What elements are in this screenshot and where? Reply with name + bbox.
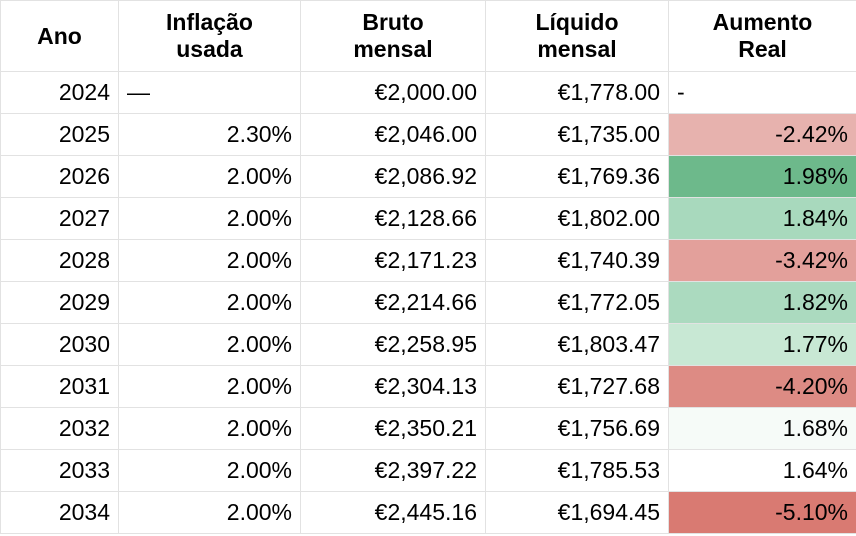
header-cell: Aumento Real <box>668 0 856 72</box>
table-cell: €2,128.66 <box>300 197 486 240</box>
table-cell: €2,304.13 <box>300 365 486 408</box>
table-cell: 1.98% <box>668 155 856 198</box>
table-row: 2031 2.00% €2,304.13 €1,727.68 -4.20% <box>0 365 856 408</box>
table-row: 2029 2.00% €2,214.66 €1,772.05 1.82% <box>0 281 856 324</box>
header-cell: Inflação usada <box>118 0 301 72</box>
table-cell: 2033 <box>0 449 119 492</box>
table-row: 2033 2.00% €2,397.22 €1,785.53 1.64% <box>0 449 856 492</box>
table-cell: €1,772.05 <box>485 281 669 324</box>
table-row: 2032 2.00% €2,350.21 €1,756.69 1.68% <box>0 407 856 450</box>
table-row: 2034 2.00% €2,445.16 €1,694.45 -5.10% <box>0 491 856 534</box>
table-cell: €1,735.00 <box>485 113 669 156</box>
table-cell: 2028 <box>0 239 119 282</box>
header-row: Ano Inflação usada Bruto mensal Líquido men… <box>0 0 856 72</box>
table-cell: €1,769.36 <box>485 155 669 198</box>
header-cell: Ano <box>0 0 119 72</box>
table-cell: €1,694.45 <box>485 491 669 534</box>
table-row: 2028 2.00% €2,171.23 €1,740.39 -3.42% <box>0 239 856 282</box>
table-row: 2027 2.00% €2,128.66 €1,802.00 1.84% <box>0 197 856 240</box>
table-cell: 2030 <box>0 323 119 366</box>
table-row: 2025 2.30% €2,046.00 €1,735.00 -2.42% <box>0 113 856 156</box>
table-cell: 2032 <box>0 407 119 450</box>
table-cell: €1,740.39 <box>485 239 669 282</box>
table-cell: €2,350.21 <box>300 407 486 450</box>
table-cell: €1,778.00 <box>485 71 669 114</box>
table-cell: -2.42% <box>668 113 856 156</box>
table-cell: 1.77% <box>668 323 856 366</box>
table-cell: 1.84% <box>668 197 856 240</box>
table-row: 2030 2.00% €2,258.95 €1,803.47 1.77% <box>0 323 856 366</box>
table-cell: €2,258.95 <box>300 323 486 366</box>
table-cell: -4.20% <box>668 365 856 408</box>
table-cell: -3.42% <box>668 239 856 282</box>
table-cell: 2.00% <box>118 155 301 198</box>
table-cell: €2,000.00 <box>300 71 486 114</box>
header-cell: Líquido mensal <box>485 0 669 72</box>
table-cell: 1.82% <box>668 281 856 324</box>
table-row: 2024— €2,000.00 €1,778.00- <box>0 71 856 114</box>
table-cell: €2,171.23 <box>300 239 486 282</box>
table-row: 2026 2.00% €2,086.92 €1,769.36 1.98% <box>0 155 856 198</box>
table-cell: 2.00% <box>118 449 301 492</box>
table-cell: €2,214.66 <box>300 281 486 324</box>
table-cell: €1,803.47 <box>485 323 669 366</box>
table-cell: -5.10% <box>668 491 856 534</box>
table-cell: €1,802.00 <box>485 197 669 240</box>
table-cell: €2,046.00 <box>300 113 486 156</box>
table-cell: 2034 <box>0 491 119 534</box>
table-cell: €1,756.69 <box>485 407 669 450</box>
table-cell: 2.00% <box>118 281 301 324</box>
table-cell: 2.00% <box>118 239 301 282</box>
table-cell: — <box>118 71 301 114</box>
header-cell: Bruto mensal <box>300 0 486 72</box>
table-body: 2024— €2,000.00 €1,778.00-2025 2.30% €2,046.… <box>0 71 856 534</box>
table-cell: 2025 <box>0 113 119 156</box>
table-cell: 2026 <box>0 155 119 198</box>
table-cell: 2.00% <box>118 491 301 534</box>
table-cell: €1,785.53 <box>485 449 669 492</box>
table-cell: 1.68% <box>668 407 856 450</box>
table-cell: 2029 <box>0 281 119 324</box>
table-cell: €2,397.22 <box>300 449 486 492</box>
table-cell: 2027 <box>0 197 119 240</box>
table-cell: 1.64% <box>668 449 856 492</box>
table-cell: €1,727.68 <box>485 365 669 408</box>
table-cell: 2024 <box>0 71 119 114</box>
table-cell: 2.00% <box>118 407 301 450</box>
table-cell: - <box>668 71 856 114</box>
table-cell: 2031 <box>0 365 119 408</box>
table-cell: 2.00% <box>118 365 301 408</box>
table-cell: 2.00% <box>118 197 301 240</box>
table-cell: €2,086.92 <box>300 155 486 198</box>
table-cell: 2.30% <box>118 113 301 156</box>
table-cell: €2,445.16 <box>300 491 486 534</box>
table-cell: 2.00% <box>118 323 301 366</box>
